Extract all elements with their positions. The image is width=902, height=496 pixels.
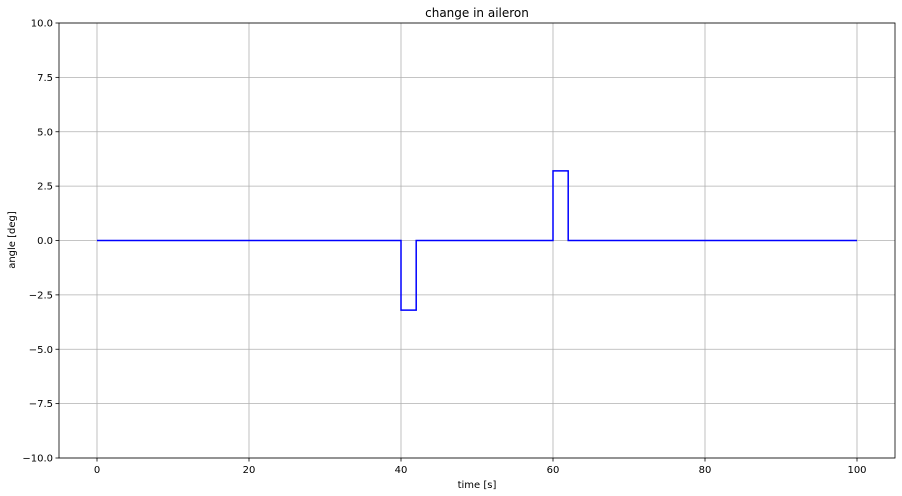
y-tick-label: 10.0	[31, 19, 53, 30]
y-tick-label: 2.5	[37, 182, 53, 193]
y-tick-label: 5.0	[37, 127, 53, 138]
x-tick-label: 20	[243, 465, 256, 476]
y-tick-label: −10.0	[22, 454, 53, 465]
y-axis-title: angle [deg]	[7, 211, 18, 269]
chart-title: change in aileron	[425, 6, 529, 20]
x-tick-label: 100	[847, 465, 866, 476]
y-tick-label: −2.5	[29, 290, 53, 301]
x-tick-label: 60	[547, 465, 560, 476]
axis-ticks: 0 20 40 60 80 100 −10.0 −7.5 −5.0 −2.5 0.0 2.5 5.0 7.…	[22, 19, 866, 477]
x-tick-label: 80	[699, 465, 712, 476]
series-line	[97, 170, 857, 311]
series-layer	[97, 170, 857, 311]
x-axis-title: time [s]	[458, 480, 497, 491]
x-tick-label: 40	[395, 465, 408, 476]
y-tick-label: 0.0	[37, 236, 53, 247]
y-tick-label: −5.0	[29, 345, 53, 356]
y-tick-label: −7.5	[29, 399, 53, 410]
x-tick-label: 0	[94, 465, 100, 476]
y-tick-label: 7.5	[37, 73, 53, 84]
